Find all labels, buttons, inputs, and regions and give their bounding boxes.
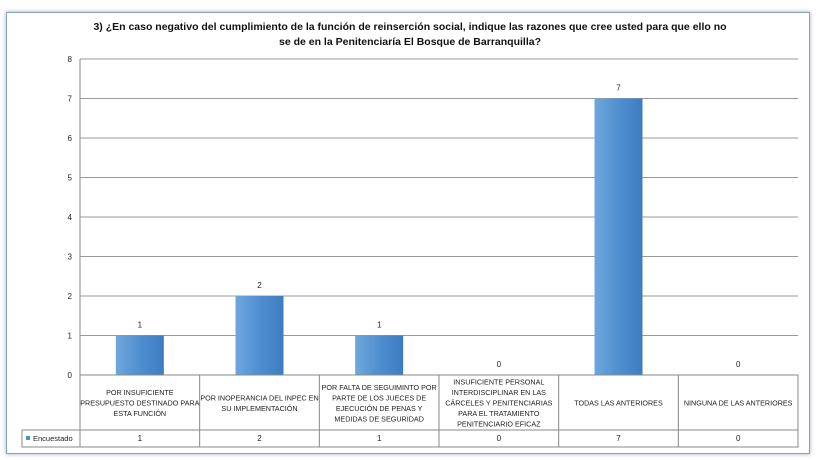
y-tick-label: 2: [68, 292, 73, 301]
y-tick-label: 7: [68, 95, 73, 104]
category-label: POR INSUFICIENTE: [106, 388, 174, 397]
data-label: 0: [497, 360, 502, 369]
table-value: 0: [736, 434, 741, 443]
legend-cell: [21, 429, 81, 448]
category-label: MEDIDAS DE SEGURIDAD: [334, 414, 423, 423]
y-tick-label: 6: [68, 134, 73, 143]
y-tick-label: 5: [68, 174, 73, 183]
category-label: PRESUPUESTO DESTINADO PARA: [80, 399, 199, 408]
data-label: 1: [377, 321, 382, 330]
category-label: PENITENCIARIO EFICAZ: [457, 420, 541, 429]
data-label: 1: [138, 321, 143, 330]
table-value: 1: [138, 434, 143, 443]
category-label: INTERDISCIPLINAR EN LAS: [452, 388, 546, 397]
category-label: PARA EL TRATAMIENTO: [458, 409, 540, 418]
category-label: EJECUCIÓN DE PENAS Y: [336, 404, 423, 413]
category-label: SU IMPLEMENTACIÓN: [221, 404, 297, 413]
bar: [235, 296, 284, 375]
chart-frame: [6, 12, 810, 454]
table-value: 2: [257, 434, 262, 443]
table-value: 1: [377, 434, 382, 443]
y-tick-label: 8: [68, 55, 73, 64]
category-label: ESTA FUNCIÓN: [114, 409, 167, 418]
category-label: PARTE DE LOS JUECES DE: [332, 393, 426, 402]
bar: [355, 335, 404, 375]
data-label: 2: [257, 281, 262, 290]
category-label: CÁRCELES Y PENITENCIARIAS: [445, 399, 552, 408]
chart-title: 3) ¿En caso negativo del cumplimiento de…: [93, 21, 727, 48]
data-label: 0: [736, 360, 741, 369]
y-tick-label: 0: [68, 371, 73, 380]
data-label: 7: [616, 84, 621, 93]
category-label: POR INOPERANCIA DEL INPEC EN: [200, 393, 318, 402]
y-tick-label: 1: [68, 332, 73, 341]
category-label: TODAS LAS ANTERIORES: [574, 399, 663, 408]
table-value: 7: [616, 434, 621, 443]
bar: [594, 98, 643, 375]
y-tick-label: 4: [68, 213, 73, 222]
legend-label: Encuestado: [33, 434, 73, 443]
category-label: POR FALTA DE SEGUIMINTO POR: [322, 383, 437, 392]
category-label: INSUFICIENTE PERSONAL: [453, 378, 544, 387]
legend-swatch: [26, 436, 30, 440]
category-label: NINGUNA DE LAS ANTERIORES: [684, 399, 793, 408]
table-value: 0: [497, 434, 502, 443]
y-tick-label: 3: [68, 253, 73, 262]
bar: [115, 335, 164, 375]
